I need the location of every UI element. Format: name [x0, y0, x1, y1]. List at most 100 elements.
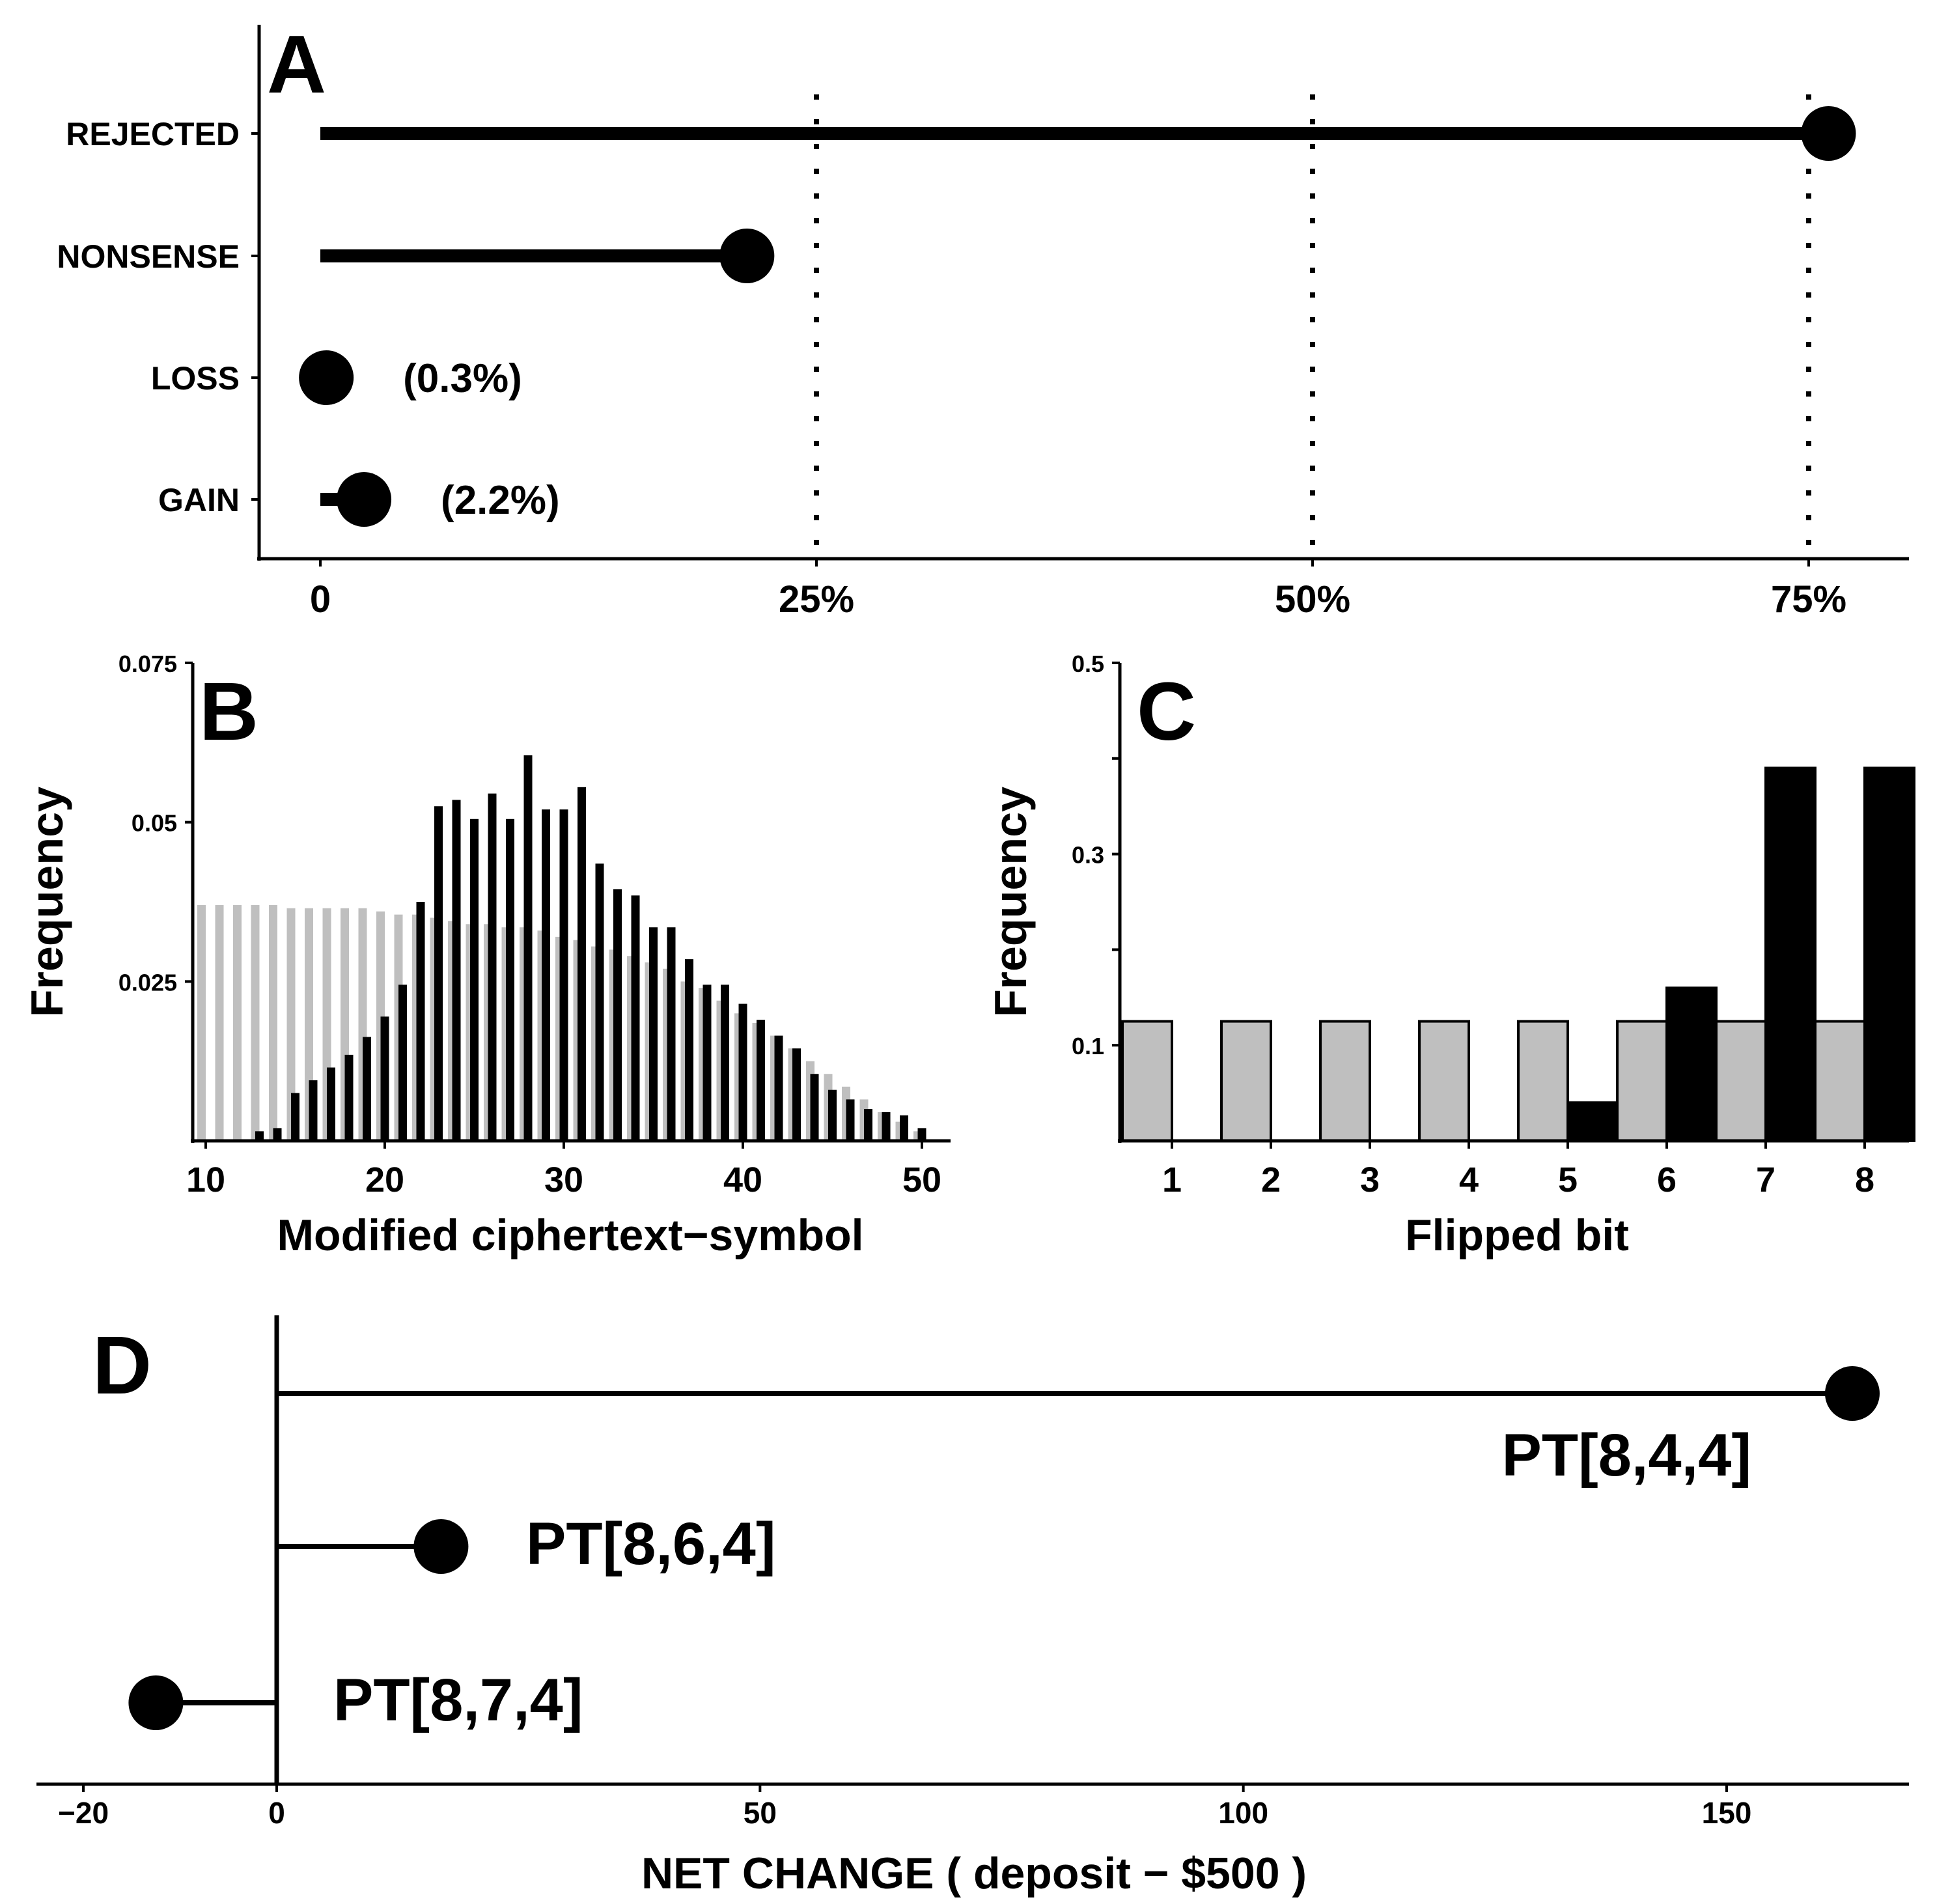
b-observed-bar	[828, 1089, 837, 1141]
b-y-tick-label: 0.075	[118, 651, 177, 677]
d-panel-label: D	[92, 1319, 152, 1411]
b-observed-bar	[255, 1131, 264, 1141]
b-observed-bar	[917, 1128, 926, 1141]
a-x-tick-label: 25%	[779, 578, 854, 621]
b-observed-bar	[506, 819, 514, 1141]
c-observed-bar	[1566, 1101, 1619, 1143]
d-x-tick-label: 0	[268, 1796, 285, 1830]
b-expected-bar	[197, 904, 206, 1141]
b-x-tick-label: 20	[365, 1160, 404, 1199]
b-expected-bar	[215, 904, 224, 1141]
d-value-label: PT[8,7,4]	[333, 1667, 583, 1733]
c-expected-bar	[1715, 1020, 1767, 1142]
d-value-label: PT[8,6,4]	[526, 1511, 775, 1577]
b-observed-bar	[523, 755, 533, 1141]
c-expected-bar	[1517, 1020, 1569, 1142]
c-x-tick-label: 1	[1162, 1160, 1182, 1199]
b-observed-bar	[685, 959, 693, 1141]
b-expected-bar	[286, 908, 296, 1141]
c-observed-bar	[1863, 766, 1915, 1142]
b-observed-bar	[774, 1035, 783, 1141]
b-x-tick-label: 30	[544, 1160, 583, 1199]
a-lollipop-dot	[299, 350, 354, 405]
b-observed-bar	[846, 1099, 855, 1141]
b-observed-bar	[291, 1093, 299, 1141]
d-x-tick-label: 50	[744, 1796, 777, 1830]
c-x-tick-label: 3	[1360, 1160, 1380, 1199]
b-observed-bar	[273, 1128, 282, 1141]
c-x-tick-label: 2	[1261, 1160, 1281, 1199]
d-x-axis-title: NET CHANGE ( deposit − $500 )	[641, 1849, 1307, 1898]
b-observed-bar	[363, 1037, 371, 1141]
c-x-tick-label: 8	[1855, 1160, 1874, 1199]
d-x-tick-label: 100	[1218, 1796, 1268, 1830]
b-x-tick-label: 40	[723, 1160, 762, 1199]
b-observed-bar	[542, 809, 550, 1141]
c-observed-bar	[1764, 766, 1817, 1142]
c-expected-bar	[1121, 1020, 1173, 1142]
b-observed-bar	[882, 1112, 891, 1141]
b-observed-bar	[900, 1115, 908, 1141]
b-observed-bar	[559, 809, 568, 1141]
b-observed-bar	[327, 1067, 335, 1141]
d-x-tick-label: −20	[58, 1796, 109, 1830]
b-observed-bar	[649, 927, 658, 1141]
c-observed-bar	[1665, 987, 1718, 1142]
d-lollipop-dot	[128, 1675, 184, 1730]
panel-c: 1 2 3 4 5 6 7 8 0.1 0.3 0.5 Flipped bit Frequency C	[985, 651, 1915, 1260]
a-x-tick-label: 75%	[1771, 578, 1846, 621]
b-expected-bar	[269, 904, 277, 1141]
b-observed-bar	[613, 889, 622, 1141]
c-expected-bar	[1814, 1020, 1866, 1142]
d-lollipop-dot	[1825, 1366, 1880, 1421]
b-observed-bar	[398, 985, 407, 1141]
b-x-tick-label: 10	[186, 1160, 225, 1199]
c-expected-bar	[1220, 1020, 1272, 1142]
b-x-axis-title: Modified ciphertext−symbol	[277, 1211, 863, 1260]
a-lollipop-dot	[719, 229, 775, 283]
b-observed-bar	[757, 1020, 765, 1141]
c-y-tick-label: 0.5	[1072, 651, 1104, 677]
b-x-tick-label: 50	[902, 1160, 941, 1199]
panel-b: 0.025 0.05 0.075 10 20 30 40 50 Modified ciphert…	[21, 651, 951, 1260]
a-value-label: (2.2%)	[441, 478, 560, 523]
b-observed-bar	[864, 1109, 872, 1141]
c-panel-label: C	[1137, 665, 1196, 757]
b-observed-bar	[721, 985, 729, 1141]
panel-a: 0 25% 50% 75% REJECTED NONSENSE LOSS (0.3%) GAIN…	[57, 18, 1909, 621]
b-y-tick-label: 0.025	[118, 969, 177, 996]
a-value-label: (0.3%)	[403, 356, 522, 401]
c-x-tick-label: 4	[1459, 1160, 1479, 1199]
b-observed-bar	[792, 1048, 801, 1141]
c-x-tick-label: 7	[1756, 1160, 1775, 1199]
b-observed-bar	[631, 895, 640, 1141]
c-y-tick-label: 0.3	[1072, 842, 1104, 869]
b-y-tick-label: 0.05	[132, 810, 177, 837]
b-observed-bar	[344, 1054, 354, 1141]
b-observed-bar	[434, 806, 443, 1141]
a-category-label: REJECTED	[66, 116, 240, 152]
d-x-tick-label: 150	[1702, 1796, 1752, 1830]
a-x-tick-label: 0	[310, 578, 331, 621]
b-panel-label: B	[199, 665, 258, 757]
b-expected-bar	[233, 904, 242, 1141]
b-observed-bar	[380, 1016, 389, 1141]
b-observed-bar	[416, 902, 425, 1141]
b-observed-bar	[703, 985, 712, 1141]
c-expected-bar	[1616, 1020, 1668, 1142]
b-observed-bar	[470, 819, 479, 1141]
a-panel-label: A	[267, 18, 326, 110]
a-lollipop-dot	[1801, 106, 1856, 161]
c-y-tick-label: 0.1	[1072, 1033, 1104, 1059]
b-observed-bar	[738, 1003, 747, 1141]
a-category-label: NONSENSE	[57, 238, 240, 275]
b-observed-bar	[595, 863, 604, 1141]
b-expected-bar	[251, 904, 260, 1141]
d-lollipop-dot	[413, 1519, 469, 1574]
b-y-axis-title: Frequency	[21, 787, 72, 1017]
a-lollipop-dot	[337, 472, 392, 527]
a-category-label: GAIN	[158, 482, 240, 518]
c-expected-bar	[1418, 1020, 1470, 1142]
c-x-axis-title: Flipped bit	[1405, 1211, 1629, 1260]
